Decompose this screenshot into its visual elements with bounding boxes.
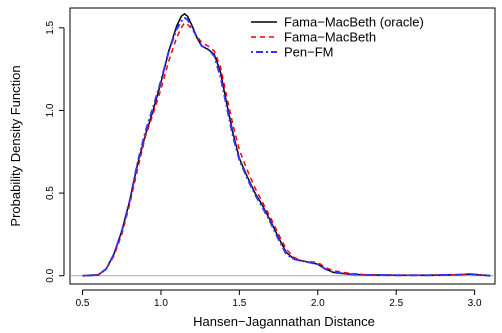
y-axis: 0.0 0.5 1.0 1.5: [45, 20, 65, 283]
x-tick-label: 2.0: [311, 298, 325, 309]
legend-label: Fama−MacBeth: [284, 30, 376, 45]
y-tick-label: 0.5: [45, 186, 56, 200]
y-tick-label: 1.0: [45, 103, 56, 117]
x-axis-title: Hansen−Jagannathan Distance: [193, 314, 375, 329]
x-axis: 0.5 1.0 1.5 2.0 2.5 3.0: [76, 289, 482, 309]
series-layer: [82, 13, 491, 277]
x-tick-label: 1.0: [154, 298, 168, 309]
x-tick-label: 2.5: [389, 298, 403, 309]
series-line: [82, 22, 491, 277]
plot-frame: [69, 7, 496, 285]
x-tick-label: 1.5: [232, 298, 246, 309]
legend-label: Fama−MacBeth (oracle): [284, 15, 424, 30]
y-tick-label: 1.5: [45, 20, 56, 34]
y-tick-label: 0.0: [45, 268, 56, 282]
legend-label: Pen−FM: [284, 45, 334, 60]
x-tick-label: 3.0: [468, 298, 482, 309]
x-tick-label: 0.5: [76, 298, 90, 309]
y-axis-title: Probability Density Function: [8, 65, 23, 226]
